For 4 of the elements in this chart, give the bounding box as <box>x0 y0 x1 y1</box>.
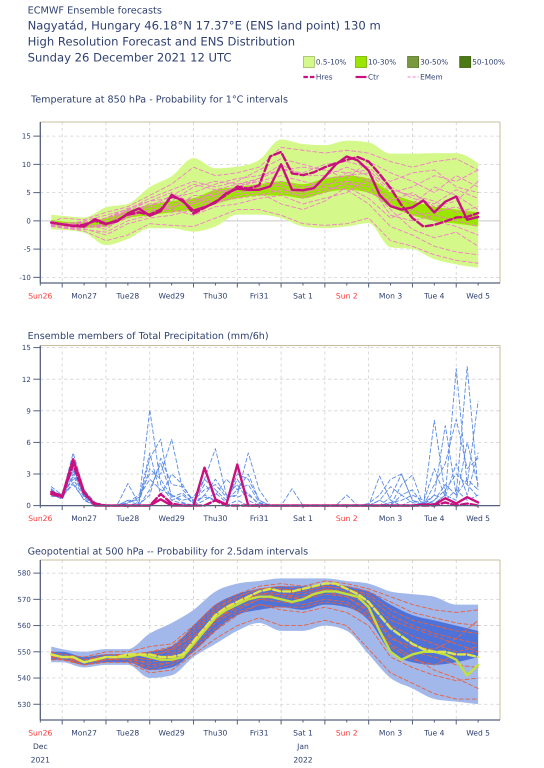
chart-title: Geopotential at 500 hPa -- Probability for 2.5dam intervals <box>28 546 308 558</box>
text: ECMWF Ensemble forecasts <box>28 6 162 16</box>
chart-title: Ensemble members of Total Precipitation (mm/6h) <box>28 331 269 342</box>
chart-title: Temperature at 850 hPa - Probability for 1°C intervals <box>30 94 288 106</box>
